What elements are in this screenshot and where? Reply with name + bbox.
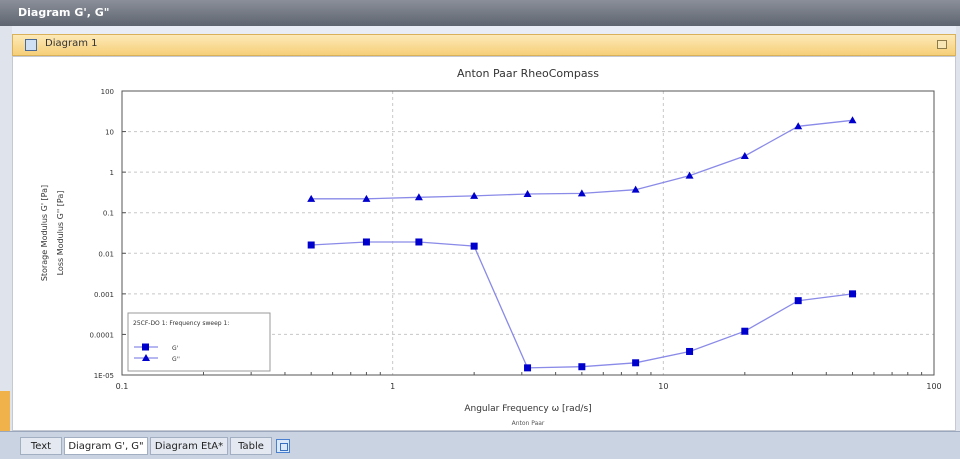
x-tick-label: 100 [926, 382, 941, 391]
legend-box [127, 312, 271, 372]
add-tab-icon[interactable] [276, 439, 290, 453]
data-point-gdoubleprime [577, 189, 586, 197]
chart-title: Anton Paar RheoCompass [457, 67, 599, 80]
y-tick-label: 0.001 [94, 291, 114, 299]
data-point-gdoubleprime [523, 189, 532, 197]
y-tick-label: 0.01 [98, 250, 114, 258]
data-point-gprime [794, 297, 802, 305]
panel-restore-button[interactable] [937, 40, 947, 49]
data-point-gprime [686, 347, 694, 355]
data-point-gprime [524, 364, 532, 372]
panel-title: Diagram 1 [45, 38, 98, 49]
data-point-gdoubleprime [631, 185, 640, 193]
x-tick-label: 0.1 [116, 382, 129, 391]
window-titlebar: Diagram G', G" [0, 0, 960, 26]
data-point-gdoubleprime [414, 193, 423, 201]
tab-diagram-g[interactable]: Diagram G', G" [64, 437, 148, 455]
data-point-gdoubleprime [685, 171, 694, 179]
y-tick-label: 1E-05 [94, 372, 114, 380]
data-point-gdoubleprime [307, 194, 316, 202]
data-point-gprime [632, 359, 640, 367]
data-point-gprime [741, 327, 749, 335]
legend-marker-triangle [142, 354, 150, 361]
x-axis-sublabel: Anton Paar [512, 420, 545, 427]
data-point-gdoubleprime [362, 194, 371, 202]
x-axis-label: Angular Frequency ω [rad/s] [464, 404, 591, 414]
y-tick-label: 0.0001 [90, 331, 115, 339]
data-point-gprime [307, 241, 315, 249]
y-axis-label-2: Loss Modulus G'' [Pa] [56, 191, 65, 276]
diagram-icon [25, 39, 37, 51]
data-point-gdoubleprime [848, 116, 857, 124]
window-title: Diagram G', G" [18, 6, 110, 19]
y-axis-label: Storage Modulus G' [Pa] [40, 185, 49, 281]
chart-canvas[interactable]: Anton Paar RheoCompass 0.1 1 10 100 1E-05 0.00… [12, 56, 956, 431]
data-point-gprime [415, 238, 423, 246]
y-tick-label: 10 [105, 129, 114, 137]
tab-table[interactable]: Table [230, 437, 272, 455]
y-tick-label: 0.1 [103, 210, 114, 218]
x-tick-label: 1 [390, 382, 395, 391]
chart-svg: Anton Paar RheoCompass 0.1 1 10 100 1E-05 0.00… [40, 67, 942, 427]
dock-accent [0, 391, 10, 431]
legend-entry: G'' [172, 356, 180, 363]
data-point-gprime [470, 242, 478, 250]
data-point-gprime [362, 238, 370, 246]
data-point-gprime [578, 363, 586, 371]
x-tick-label: 10 [658, 382, 668, 391]
data-point-gdoubleprime [470, 191, 479, 199]
legend-title: 25CF-DO 1: Frequency sweep 1: [133, 320, 229, 327]
y-tick-label: 1 [110, 169, 114, 177]
y-tick-label: 100 [101, 88, 114, 96]
left-dock-rail [0, 26, 12, 431]
data-point-gprime [849, 290, 857, 298]
legend-marker-square [142, 343, 149, 351]
diagram-panel-header[interactable]: Diagram 1 [12, 34, 956, 56]
data-point-gdoubleprime [740, 151, 749, 159]
tab-bar: Text Diagram G', G" Diagram EtA* Table [0, 431, 960, 459]
legend-entry: G' [172, 345, 179, 352]
tab-text[interactable]: Text [20, 437, 62, 455]
data-point-gdoubleprime [794, 122, 803, 130]
tab-diagram-eta[interactable]: Diagram EtA* [150, 437, 228, 455]
plot-frame [121, 90, 935, 376]
right-dock-rail [956, 26, 960, 431]
